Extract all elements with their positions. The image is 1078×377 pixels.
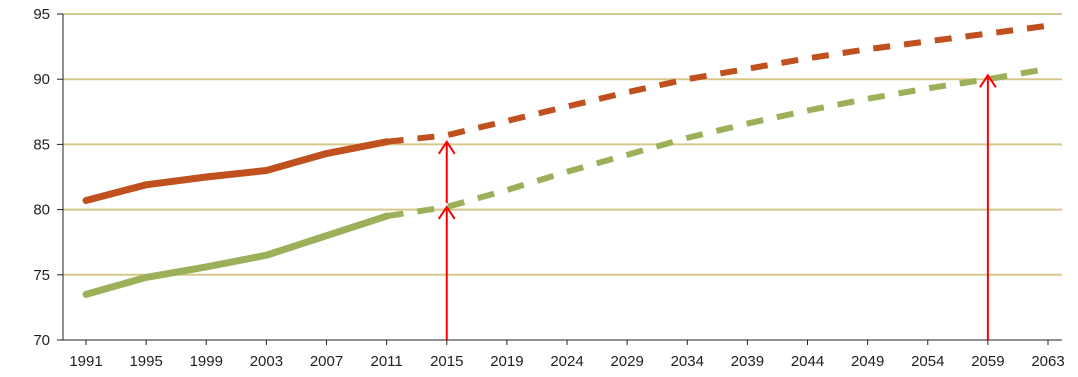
x-tick-label: 1995 (129, 353, 162, 370)
series-2-observed-line (82, 212, 391, 298)
y-tick-label: 70 (33, 332, 50, 349)
x-tick-label: 2044 (791, 353, 824, 370)
series-2-projected-line (386, 65, 1049, 220)
annotation-arrow-head (979, 73, 997, 88)
x-tick-label: 2011 (370, 353, 402, 370)
x-tick-label: 2039 (731, 353, 764, 370)
x-tick-label: 1999 (190, 353, 223, 370)
x-tick-label: 2059 (971, 353, 1004, 370)
x-tick-label: 2034 (671, 353, 704, 370)
series-lines (82, 22, 1049, 298)
x-tick-label: 2019 (490, 353, 523, 370)
y-tick-labels: 70 75 80 85 90 95 (33, 6, 50, 349)
x-tick-label: 2015 (430, 353, 463, 370)
y-tick-label: 90 (33, 71, 50, 88)
x-tick-label: 2007 (310, 353, 343, 370)
y-tick-label: 95 (33, 6, 50, 23)
y-tick-label: 80 (33, 202, 50, 219)
annotation-arrows (437, 73, 997, 340)
x-tick-labels: 1991 1995 1999 2003 2007 2011 2015 2019 2024 2029… (69, 353, 1064, 370)
x-tick-label: 1991 (69, 353, 102, 370)
series-1-observed-line (82, 138, 391, 204)
y-tick-label: 75 (33, 267, 50, 284)
annotation-arrow-head (437, 205, 456, 220)
axes (57, 13, 1062, 345)
annotation-arrow-head (437, 139, 456, 155)
x-tick-label: 2054 (911, 353, 944, 370)
x-tick-label: 2049 (851, 353, 884, 370)
y-tick-label: 85 (33, 136, 50, 153)
x-tick-label: 2003 (250, 353, 283, 370)
series-1-projected-line (386, 22, 1049, 145)
x-tick-label: 2029 (610, 353, 643, 370)
grid-lines (63, 13, 1062, 276)
x-tick-label: 2024 (550, 353, 583, 370)
x-tick-label: 2063 (1031, 353, 1064, 370)
